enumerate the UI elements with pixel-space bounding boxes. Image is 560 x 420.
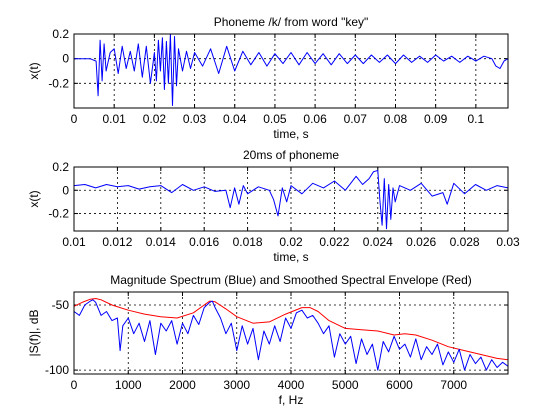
x-tick-label: 0.012 xyxy=(102,235,132,249)
y-tick-label: 0.2 xyxy=(52,160,69,174)
x-tick-label: 0.014 xyxy=(146,235,176,249)
y-tick-label: 0 xyxy=(62,183,69,197)
x-tick-label: 1000 xyxy=(115,378,142,392)
x-tick-label: 5000 xyxy=(332,378,359,392)
x-tick-label: 0.07 xyxy=(344,112,368,126)
signal-line xyxy=(74,299,508,371)
x-tick-label: 7000 xyxy=(440,378,467,392)
x-tick-label: 0 xyxy=(71,112,78,126)
plot-frame xyxy=(73,33,509,109)
chart-1: 0 0.01 0.02 0.03 0.04 0.05 0.06 0.07 0.08 0.09 0.1… xyxy=(27,15,509,141)
y-axis-label: x(t) xyxy=(27,62,41,79)
x-tick-label: 6000 xyxy=(386,378,413,392)
plot-frame xyxy=(73,166,509,232)
chart-title: Phoneme /k/ from word "key" xyxy=(214,15,369,29)
x-tick-label: 0.04 xyxy=(223,112,247,126)
x-tick-label: 0.01 xyxy=(103,112,127,126)
x-tick-label: 0.09 xyxy=(424,112,448,126)
x-tick-label: 0.06 xyxy=(303,112,327,126)
x-tick-label: 0.02 xyxy=(143,112,167,126)
x-tick-label: 0.01 xyxy=(62,235,86,249)
y-tick-label: 0.2 xyxy=(52,27,69,41)
signal-line xyxy=(74,170,508,230)
chart-title: Magnitude Spectrum (Blue) and Smoothed S… xyxy=(110,273,472,287)
y-tick-label: -100 xyxy=(45,363,69,377)
y-tick-label: -0.2 xyxy=(48,76,69,90)
x-tick-label: 2000 xyxy=(169,378,196,392)
x-tick-label: 0.026 xyxy=(406,235,436,249)
x-tick-label: 0.1 xyxy=(468,112,485,126)
signal-line xyxy=(74,34,508,106)
y-axis-label: x(t) xyxy=(27,190,41,207)
x-axis-label: time, s xyxy=(273,127,308,141)
x-tick-label: 0.05 xyxy=(263,112,287,126)
x-tick-label: 0.08 xyxy=(384,112,408,126)
x-tick-label: 0.022 xyxy=(319,235,349,249)
y-axis-label: |S(f)|, dB xyxy=(27,310,41,357)
x-tick-label: 0 xyxy=(71,378,78,392)
x-tick-label: 3000 xyxy=(223,378,250,392)
x-axis-label: time, s xyxy=(273,250,308,264)
x-tick-label: 0.016 xyxy=(189,235,219,249)
x-axis-label: f, Hz xyxy=(279,393,304,407)
x-tick-label: 0.028 xyxy=(450,235,480,249)
plot-frame xyxy=(73,291,509,375)
chart-3: 0 1000 2000 3000 4000 5000 6000 7000 -50 -100 Magn… xyxy=(27,273,509,407)
x-tick-label: 0.03 xyxy=(183,112,207,126)
chart-title: 20ms of phoneme xyxy=(243,148,339,162)
y-tick-label: 0 xyxy=(62,52,69,66)
x-tick-label: 0.018 xyxy=(233,235,263,249)
x-tick-label: 0.03 xyxy=(496,235,520,249)
envelope-line xyxy=(74,298,508,361)
x-tick-label: 0.02 xyxy=(279,235,303,249)
y-tick-label: -0.2 xyxy=(48,207,69,221)
x-tick-label: 4000 xyxy=(278,378,305,392)
x-tick-label: 0.024 xyxy=(363,235,393,249)
y-tick-label: -50 xyxy=(52,298,70,312)
chart-2: 0.01 0.012 0.014 0.016 0.018 0.02 0.022 0.024 0.… xyxy=(27,148,520,264)
